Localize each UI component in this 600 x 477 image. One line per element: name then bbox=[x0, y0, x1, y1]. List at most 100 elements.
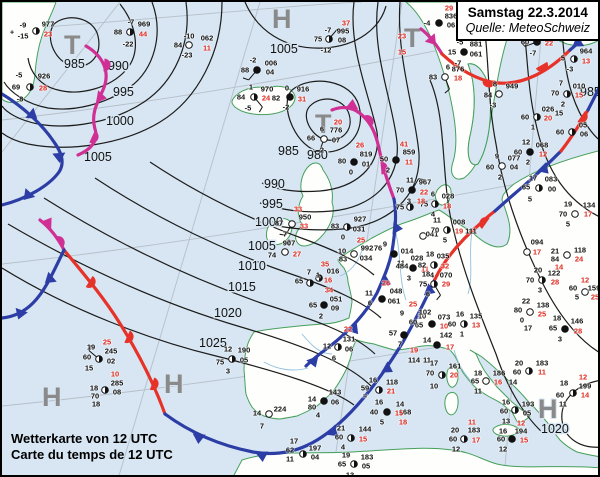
station-plot: 224 14 7 bbox=[252, 404, 288, 432]
station-value: 12 bbox=[517, 419, 525, 428]
station-value: 1 bbox=[531, 123, 535, 132]
station-symbol bbox=[281, 248, 289, 256]
station-value: 4 bbox=[341, 443, 346, 452]
station-symbol-half bbox=[351, 434, 355, 442]
station-value: 15 bbox=[395, 409, 403, 418]
station-symbol-half bbox=[447, 226, 451, 234]
station-value: 014 bbox=[401, 247, 414, 256]
warm-front bbox=[62, 248, 167, 416]
station-value: 907 bbox=[283, 239, 296, 248]
landmass bbox=[2, 2, 57, 103]
station-symbol bbox=[320, 397, 328, 405]
station-value: 65 bbox=[549, 324, 557, 333]
isobar-label: 985 bbox=[278, 144, 299, 158]
station-value: 5 bbox=[566, 220, 570, 229]
isobar-line bbox=[255, 2, 420, 231]
station-value: 183 bbox=[468, 426, 481, 435]
wind-barb-feather bbox=[258, 106, 263, 113]
station-value: -5 bbox=[457, 38, 464, 47]
station-value: 927 bbox=[354, 215, 367, 224]
station-value: 2 bbox=[320, 146, 324, 155]
grid-line bbox=[118, 2, 261, 475]
station-value: 11 bbox=[559, 400, 567, 409]
cold-front-marker bbox=[25, 107, 38, 119]
isobar-label: 995 bbox=[113, 85, 134, 99]
station-value: 135 bbox=[470, 312, 483, 321]
station-value: 70 bbox=[396, 186, 404, 195]
station-value: 14 bbox=[308, 395, 317, 404]
river bbox=[339, 244, 365, 277]
station-value: 28 bbox=[39, 84, 47, 93]
station-value: 138 bbox=[537, 301, 550, 310]
map-date: Samstag 22.3.2014 bbox=[467, 5, 588, 20]
station-value: 19 bbox=[87, 343, 95, 352]
warm-front-marker bbox=[479, 217, 490, 229]
station-value: 18 bbox=[399, 418, 407, 427]
station-value: 70 bbox=[551, 89, 559, 98]
station-value: 094 bbox=[531, 238, 544, 247]
station-value: -5 bbox=[16, 71, 23, 80]
station-symbol-half bbox=[338, 343, 342, 351]
station-symbol bbox=[441, 73, 449, 81]
station-symbol-half bbox=[442, 371, 446, 379]
station-value: 22 bbox=[420, 188, 428, 197]
station-symbol-half bbox=[574, 55, 578, 63]
station-value: 04 bbox=[266, 68, 275, 77]
station-value: -2 bbox=[283, 103, 290, 112]
station-value: 10 bbox=[418, 312, 426, 321]
station-value: 60 bbox=[486, 163, 494, 172]
station-value: 80 bbox=[308, 403, 316, 412]
station-value: 06 bbox=[345, 345, 353, 354]
station-value: -22 bbox=[123, 40, 134, 49]
station-value: 11 bbox=[433, 216, 441, 225]
station-value: 070 bbox=[440, 271, 453, 280]
isobar-line bbox=[244, 2, 387, 49]
station-value: 16 bbox=[324, 276, 332, 285]
station-value: -12 bbox=[321, 46, 332, 55]
station-value: 60 bbox=[556, 128, 564, 137]
cold-front-marker bbox=[381, 361, 393, 373]
station-value: 11 bbox=[406, 176, 414, 185]
station-value: 17 bbox=[584, 210, 592, 219]
station-value: 83 bbox=[331, 222, 339, 231]
isobar-line bbox=[305, 98, 351, 141]
station-value: 28 bbox=[574, 327, 582, 336]
station-value: -10 bbox=[184, 32, 195, 41]
station-value: 18 bbox=[90, 384, 98, 393]
station-value: 17 bbox=[524, 324, 532, 333]
isobar-line bbox=[2, 2, 223, 148]
station-value: 859 bbox=[403, 148, 416, 157]
station-plot: 9 014 11 bbox=[382, 239, 415, 269]
pressure-center-high: H bbox=[272, 4, 292, 34]
station-value: 048 bbox=[390, 287, 403, 296]
station-value: -15 bbox=[18, 32, 29, 41]
warm-front-marker bbox=[149, 377, 159, 391]
station-value: -7 bbox=[128, 18, 135, 27]
station-value: 09 bbox=[331, 304, 339, 313]
map-source: Quelle: MeteoSchweiz bbox=[465, 21, 590, 35]
station-value: 194 bbox=[515, 427, 528, 436]
station-symbol-half bbox=[542, 276, 546, 284]
station-value: 60 bbox=[521, 38, 529, 47]
station-value: 061 bbox=[388, 297, 401, 306]
station-value: 5 bbox=[443, 236, 447, 245]
station-value: 142 bbox=[440, 331, 453, 340]
station-plot: 65 1 bbox=[294, 270, 321, 287]
station-symbol bbox=[526, 308, 534, 316]
station-value: 14 bbox=[396, 400, 405, 409]
station-value: 02 bbox=[107, 357, 115, 366]
landmass bbox=[295, 162, 334, 247]
station-value: 20 bbox=[534, 266, 542, 275]
station-value: 37 bbox=[342, 19, 350, 28]
station-value: 60 bbox=[409, 318, 417, 327]
station-symbol-half bbox=[319, 274, 323, 282]
